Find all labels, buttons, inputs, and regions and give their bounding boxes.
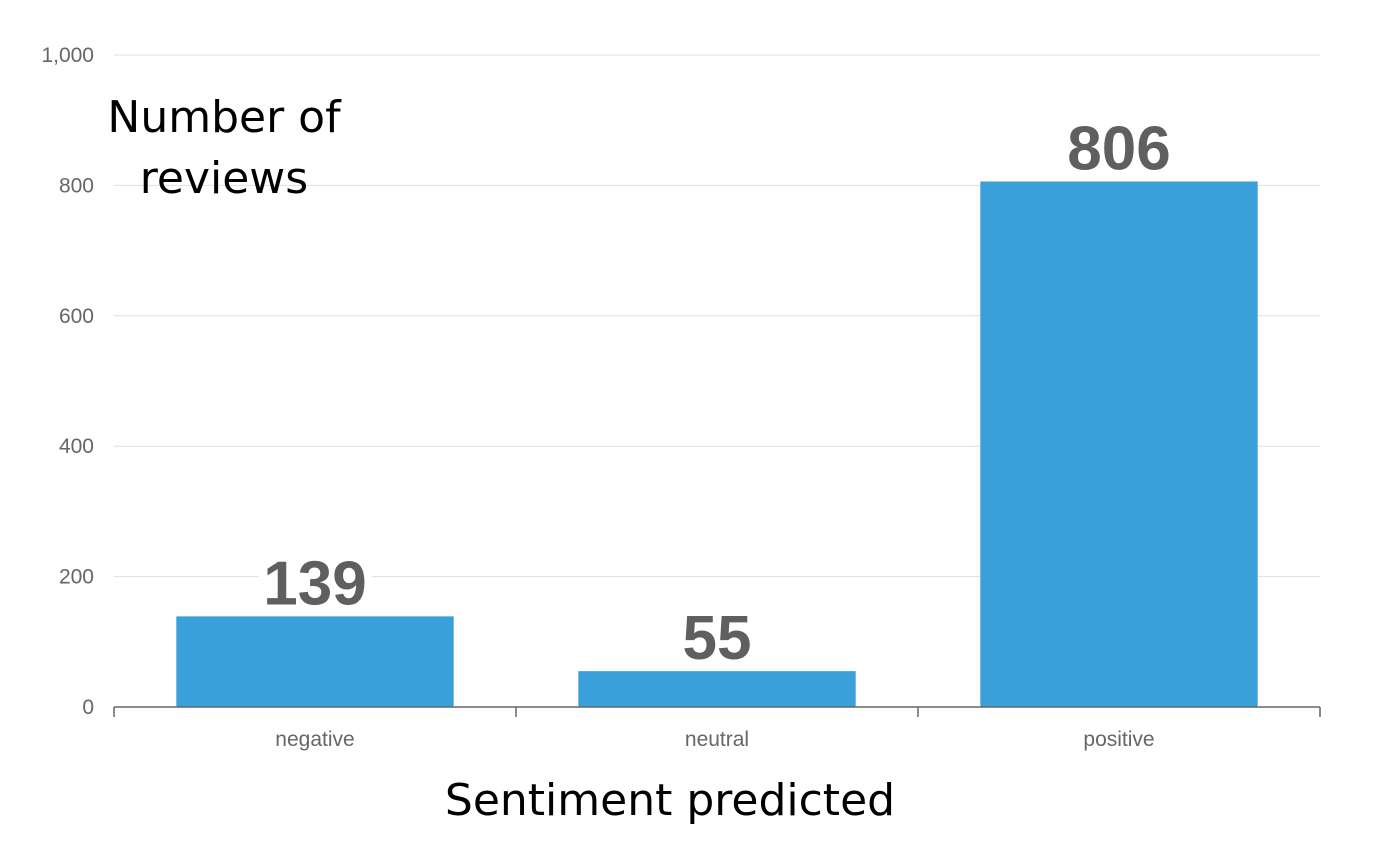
data-label-background <box>678 611 756 670</box>
x-axis-tick-labels: negative neutral positive <box>275 728 1154 751</box>
x-axis-title: Sentiment predicted <box>445 775 895 826</box>
y-axis-title-line-2: reviews <box>140 153 308 204</box>
data-labels: 139 55 806 <box>258 114 1176 673</box>
bar-neutral <box>578 671 856 707</box>
y-tick-label: 1,000 <box>41 44 94 67</box>
y-tick-label: 400 <box>59 435 94 458</box>
y-tick-label: 800 <box>59 174 94 197</box>
bar-layer <box>176 181 1258 707</box>
x-tick-label-neutral: neutral <box>685 728 749 751</box>
y-tick-label: 600 <box>59 305 94 328</box>
bar-negative <box>176 616 454 707</box>
data-label-neutral: 55 <box>683 604 752 673</box>
x-axis <box>113 706 1321 717</box>
y-axis-title-line-1: Number of <box>107 92 342 143</box>
x-tick-label-negative: negative <box>275 728 354 751</box>
bar-positive <box>980 181 1258 707</box>
x-tick-label-positive: positive <box>1083 728 1154 751</box>
y-tick-label: 0 <box>82 696 94 719</box>
y-tick-label: 200 <box>59 566 94 589</box>
y-axis-tick-labels: 0 200 400 600 800 1,000 <box>41 44 94 719</box>
data-label-negative: 139 <box>263 549 366 618</box>
data-label-positive: 806 <box>1067 114 1170 183</box>
data-label-background <box>258 556 372 615</box>
data-label-background <box>1062 121 1176 180</box>
